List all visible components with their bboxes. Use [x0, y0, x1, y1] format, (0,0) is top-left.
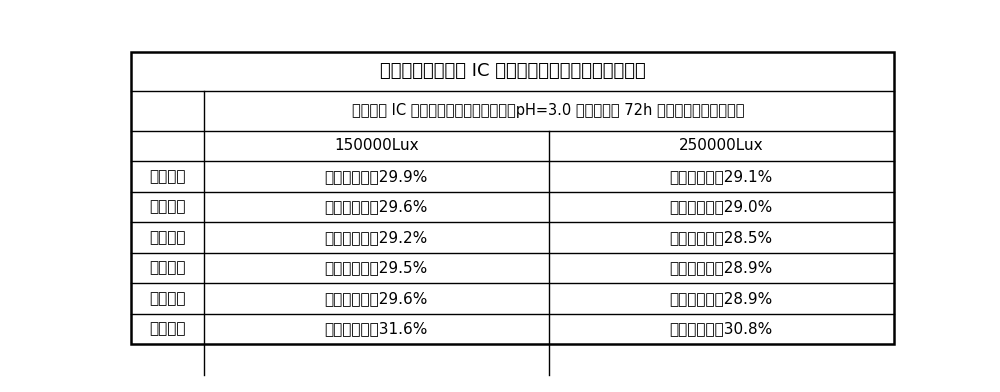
Text: 150000Lux: 150000Lux — [334, 138, 418, 154]
Text: 极限氧指数＞29.5%: 极限氧指数＞29.5% — [325, 261, 428, 276]
Text: 对照组二: 对照组二 — [149, 200, 186, 214]
Text: 阻燃隔热的环氧基 IC 封装载板在相同条件下进行测试: 阻燃隔热的环氧基 IC 封装载板在相同条件下进行测试 — [380, 62, 645, 80]
Text: 对照组三: 对照组三 — [149, 230, 186, 245]
Text: 极限氧指数＞29.1%: 极限氧指数＞29.1% — [670, 169, 773, 184]
Text: 极限氧指数＞28.9%: 极限氧指数＞28.9% — [670, 291, 773, 306]
Text: 极限氧指数＞29.6%: 极限氧指数＞29.6% — [324, 200, 428, 214]
Text: 极限氧指数＞31.6%: 极限氧指数＞31.6% — [324, 321, 428, 337]
Text: 极限氧指数＞29.9%: 极限氧指数＞29.9% — [324, 169, 428, 184]
Text: 250000Lux: 250000Lux — [679, 138, 764, 154]
Text: 极限氧指数＞28.5%: 极限氧指数＞28.5% — [670, 230, 773, 245]
Text: 极限氧指数＞29.2%: 极限氧指数＞29.2% — [325, 230, 428, 245]
Text: 对照组四: 对照组四 — [149, 261, 186, 276]
Text: 将环氧基 IC 封装载板在不同光照强度，pH=3.0 环境中放置 72h 后，进行燃烧性能检测: 将环氧基 IC 封装载板在不同光照强度，pH=3.0 环境中放置 72h 后，进… — [352, 103, 745, 118]
Text: 对照组一: 对照组一 — [149, 169, 186, 184]
Text: 极限氧指数＞28.9%: 极限氧指数＞28.9% — [670, 261, 773, 276]
Text: 对照组五: 对照组五 — [149, 291, 186, 306]
Text: 实施例一: 实施例一 — [149, 321, 186, 337]
Text: 极限氧指数＞29.0%: 极限氧指数＞29.0% — [670, 200, 773, 214]
Text: 极限氧指数＞29.6%: 极限氧指数＞29.6% — [324, 291, 428, 306]
Text: 极限氧指数＞30.8%: 极限氧指数＞30.8% — [670, 321, 773, 337]
